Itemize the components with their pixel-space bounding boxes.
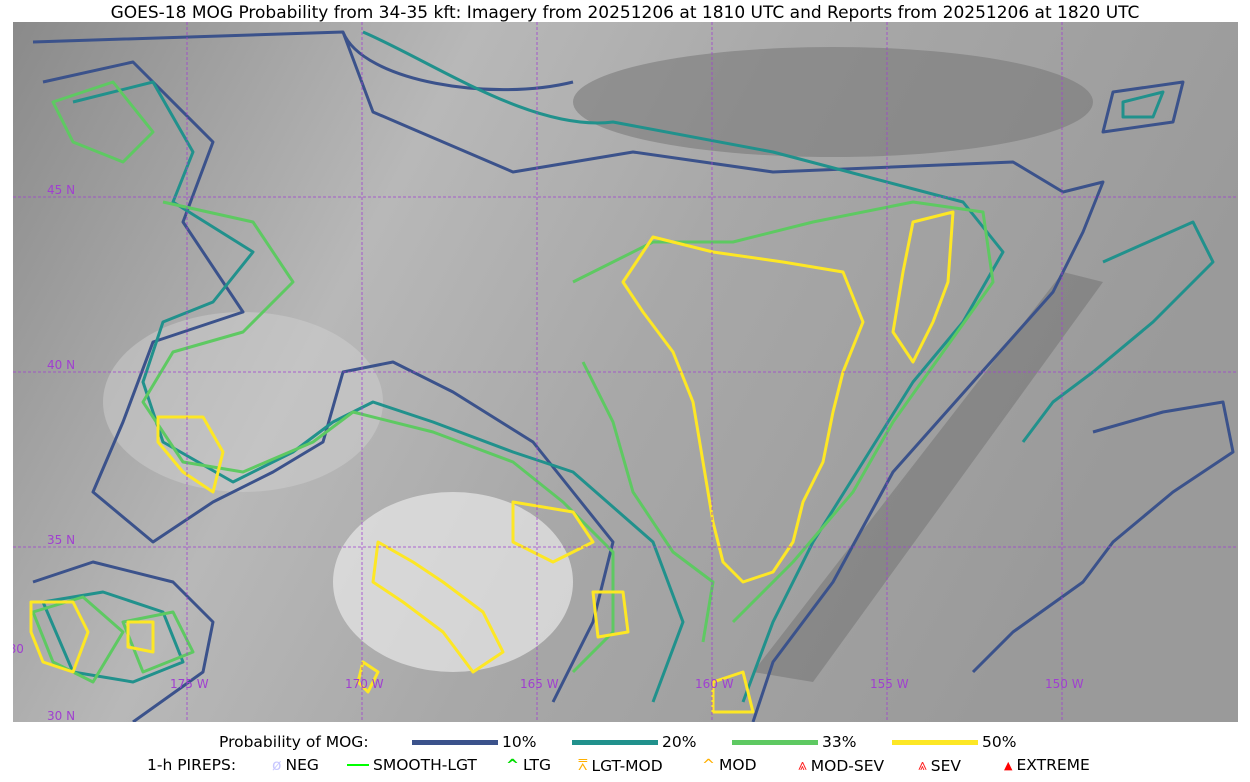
- contour-10pct: [32, 30, 1235, 722]
- legend-label: 33%: [822, 733, 857, 751]
- neg-circle-icon: ø: [272, 756, 282, 774]
- legend-label: MOD-SEV: [810, 756, 885, 775]
- caret-icon: ^: [702, 756, 715, 774]
- legend-item-lgt-mod: ⩞ LGT-MOD: [578, 756, 663, 775]
- lat-label: 40 N: [47, 358, 75, 372]
- legend-label: EXTREME: [1016, 756, 1090, 774]
- lon-label: 155 W: [870, 677, 909, 691]
- legend-item-neg: ø NEG: [272, 756, 319, 774]
- lon-label: 180: [13, 642, 24, 656]
- legend-label: LTG: [523, 756, 551, 774]
- line-icon: [347, 764, 369, 766]
- mog-contours: [29, 30, 1235, 722]
- lat-label: 45 N: [47, 183, 75, 197]
- legend-label: 10%: [502, 733, 537, 751]
- legend-item-ltg: ^ LTG: [506, 756, 551, 774]
- legend-item-smooth-lgt: SMOOTH-LGT: [347, 756, 477, 774]
- legend-item-mod: ^ MOD: [702, 756, 757, 774]
- lon-label: 160 W: [695, 677, 734, 691]
- caret-icon: ^: [506, 756, 519, 774]
- legend-title: 1-h PIREPS:: [147, 756, 237, 774]
- line-swatch-icon: [892, 739, 978, 745]
- legend-label: MOD: [719, 756, 757, 774]
- filled-triangle-icon: ▲: [1004, 758, 1013, 772]
- legend-item-extreme: ▲ EXTREME: [1004, 756, 1090, 774]
- satellite-map: 180 175 W 170 W 165 W 160 W 155 W 150 W …: [13, 22, 1238, 722]
- legend-label: LGT-MOD: [591, 756, 663, 775]
- contour-20pct: [41, 30, 1215, 703]
- legend-title: Probability of MOG:: [219, 733, 369, 751]
- contour-50pct: [29, 210, 955, 714]
- legend-item-50: 50%: [892, 733, 1016, 751]
- lon-label: 150 W: [1045, 677, 1084, 691]
- lat-label: 35 N: [47, 533, 75, 547]
- contour-33pct: [31, 80, 995, 684]
- legend-label: SEV: [930, 756, 961, 775]
- legend-item-33: 33%: [732, 733, 856, 751]
- caret-bar-icon: ⩞: [578, 756, 588, 774]
- legend-label: NEG: [285, 756, 319, 774]
- legend-label: 50%: [982, 733, 1017, 751]
- legend-label: SMOOTH-LGT: [373, 756, 477, 774]
- line-swatch-icon: [572, 739, 658, 745]
- line-swatch-icon: [732, 739, 818, 745]
- lat-label: 30 N: [47, 709, 75, 722]
- legend-item-10: 10%: [412, 733, 536, 751]
- graticule: [13, 22, 1238, 722]
- legend-label: 20%: [662, 733, 697, 751]
- legend-item-sev: ⩓ SEV: [918, 756, 961, 775]
- lon-label: 175 W: [170, 677, 209, 691]
- figure-title: GOES-18 MOG Probability from 34-35 kft: …: [110, 3, 1140, 23]
- double-caret-bar-icon: ⩓: [798, 756, 807, 774]
- double-caret-icon: ⩓: [918, 756, 927, 774]
- lon-label: 170 W: [345, 677, 384, 691]
- lon-label: 165 W: [520, 677, 559, 691]
- legend-item-20: 20%: [572, 733, 696, 751]
- legend-item-mod-sev: ⩓ MOD-SEV: [798, 756, 884, 775]
- line-swatch-icon: [412, 739, 498, 745]
